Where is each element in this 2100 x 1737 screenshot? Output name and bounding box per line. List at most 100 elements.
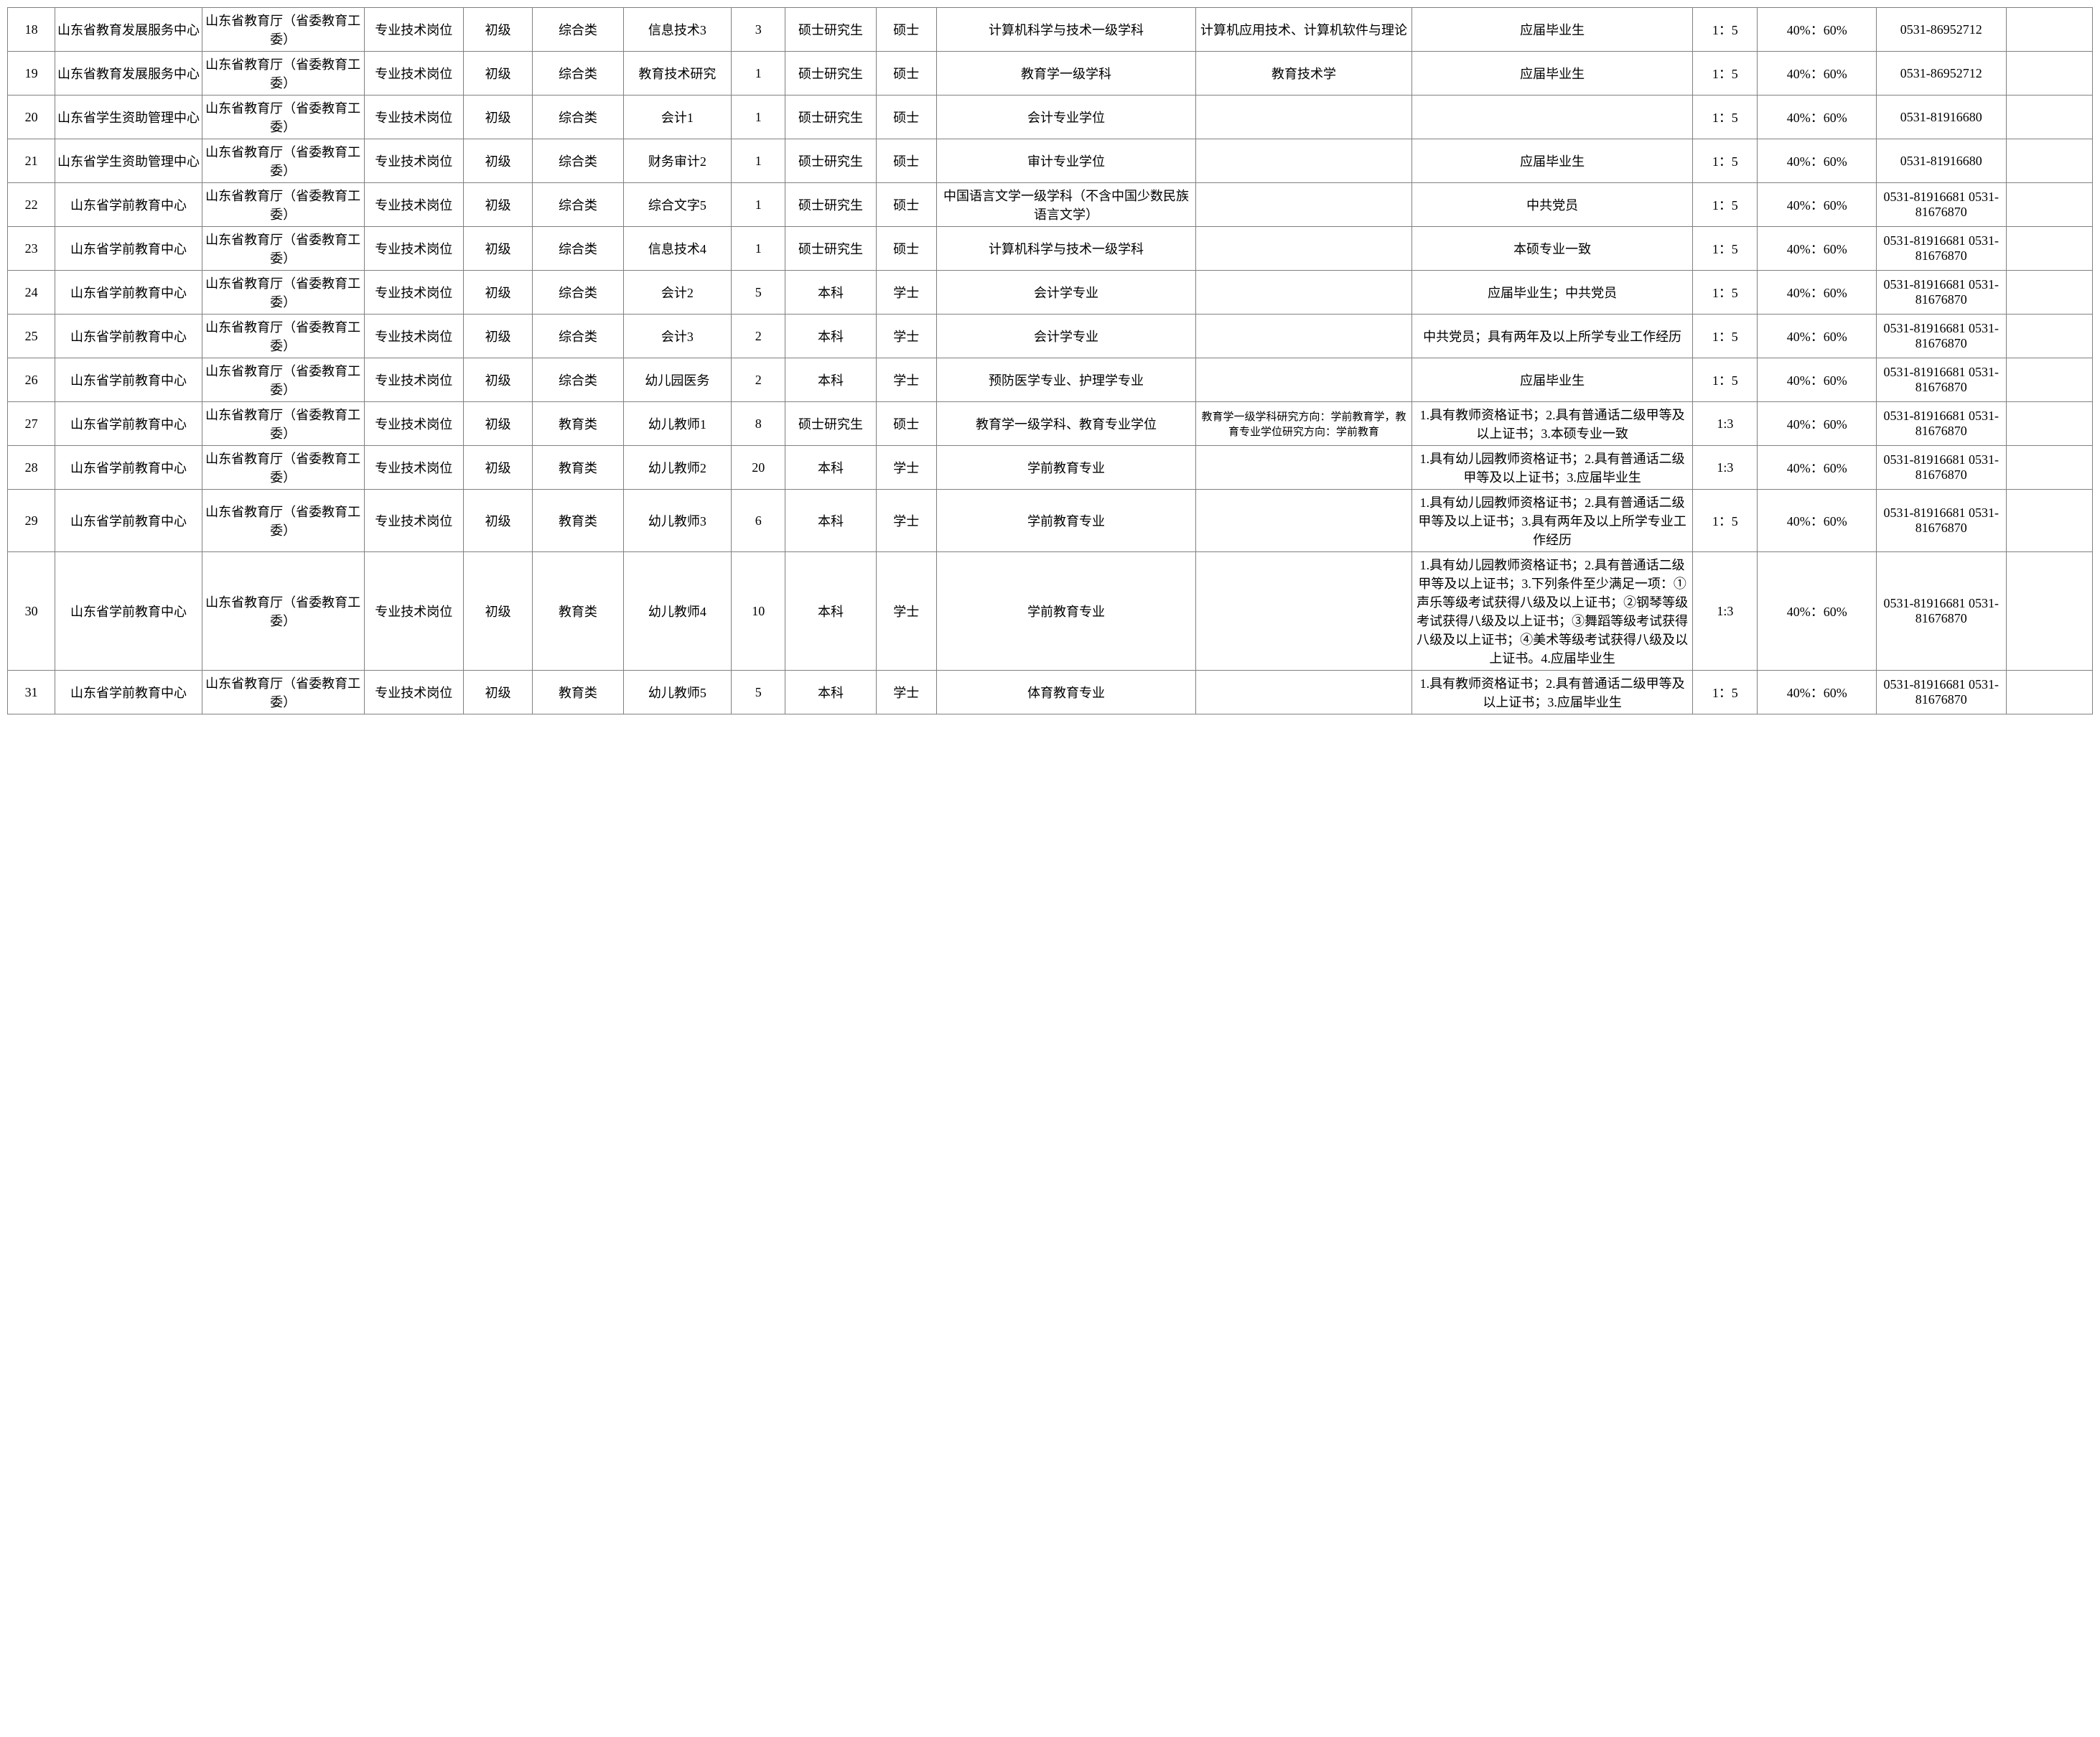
- cell-unit: 山东省学生资助管理中心: [55, 96, 202, 139]
- cell-other: 应届毕业生: [1411, 8, 1692, 52]
- cell-other: 中共党员: [1411, 183, 1692, 227]
- cell-ratio: 1：5: [1693, 52, 1758, 96]
- cell-dept: 山东省教育厅（省委教育工委）: [202, 446, 364, 490]
- cell-category: 综合类: [533, 271, 623, 315]
- cell-category: 综合类: [533, 358, 623, 402]
- cell-postName: 幼儿教师1: [623, 402, 731, 446]
- cell-idx: 25: [8, 315, 55, 358]
- cell-weights: 40%：60%: [1758, 183, 1877, 227]
- cell-idx: 30: [8, 552, 55, 671]
- cell-degree: 学士: [876, 552, 936, 671]
- cell-degree: 学士: [876, 490, 936, 552]
- cell-count: 5: [732, 671, 785, 714]
- cell-direction: 教育技术学: [1196, 52, 1412, 96]
- cell-other: 应届毕业生: [1411, 139, 1692, 183]
- cell-level: 初级: [463, 446, 532, 490]
- cell-degree: 学士: [876, 671, 936, 714]
- cell-weights: 40%：60%: [1758, 271, 1877, 315]
- cell-count: 2: [732, 315, 785, 358]
- cell-note: [2006, 402, 2092, 446]
- cell-unit: 山东省学前教育中心: [55, 402, 202, 446]
- cell-count: 8: [732, 402, 785, 446]
- cell-dept: 山东省教育厅（省委教育工委）: [202, 96, 364, 139]
- cell-postType: 专业技术岗位: [364, 402, 463, 446]
- cell-postType: 专业技术岗位: [364, 52, 463, 96]
- cell-edu: 本科: [785, 358, 876, 402]
- cell-direction: [1196, 227, 1412, 271]
- cell-major: 体育教育专业: [936, 671, 1195, 714]
- cell-postType: 专业技术岗位: [364, 446, 463, 490]
- cell-ratio: 1:3: [1693, 446, 1758, 490]
- cell-edu: 硕士研究生: [785, 96, 876, 139]
- cell-degree: 学士: [876, 446, 936, 490]
- recruitment-table: 18山东省教育发展服务中心山东省教育厅（省委教育工委）专业技术岗位初级综合类信息…: [7, 7, 2093, 714]
- cell-ratio: 1：5: [1693, 315, 1758, 358]
- cell-category: 综合类: [533, 52, 623, 96]
- cell-other: 1.具有幼儿园教师资格证书；2.具有普通话二级甲等及以上证书；3.下列条件至少满…: [1411, 552, 1692, 671]
- cell-weights: 40%：60%: [1758, 52, 1877, 96]
- cell-note: [2006, 139, 2092, 183]
- cell-category: 综合类: [533, 227, 623, 271]
- table-row: 29山东省学前教育中心山东省教育厅（省委教育工委）专业技术岗位初级教育类幼儿教师…: [8, 490, 2093, 552]
- cell-phone: 0531-86952712: [1876, 8, 2006, 52]
- cell-idx: 21: [8, 139, 55, 183]
- cell-note: [2006, 8, 2092, 52]
- cell-direction: [1196, 271, 1412, 315]
- cell-degree: 硕士: [876, 96, 936, 139]
- cell-unit: 山东省学前教育中心: [55, 552, 202, 671]
- cell-postType: 专业技术岗位: [364, 315, 463, 358]
- cell-count: 5: [732, 271, 785, 315]
- cell-note: [2006, 552, 2092, 671]
- table-row: 30山东省学前教育中心山东省教育厅（省委教育工委）专业技术岗位初级教育类幼儿教师…: [8, 552, 2093, 671]
- cell-level: 初级: [463, 358, 532, 402]
- cell-level: 初级: [463, 8, 532, 52]
- cell-count: 6: [732, 490, 785, 552]
- cell-idx: 29: [8, 490, 55, 552]
- cell-major: 计算机科学与技术一级学科: [936, 8, 1195, 52]
- cell-phone: 0531-81916681 0531-81676870: [1876, 271, 2006, 315]
- cell-other: 1.具有教师资格证书；2.具有普通话二级甲等及以上证书；3.应届毕业生: [1411, 671, 1692, 714]
- cell-weights: 40%：60%: [1758, 358, 1877, 402]
- cell-postName: 教育技术研究: [623, 52, 731, 96]
- cell-phone: 0531-81916681 0531-81676870: [1876, 227, 2006, 271]
- cell-note: [2006, 227, 2092, 271]
- cell-degree: 学士: [876, 271, 936, 315]
- cell-major: 学前教育专业: [936, 490, 1195, 552]
- cell-count: 1: [732, 96, 785, 139]
- cell-category: 教育类: [533, 446, 623, 490]
- cell-ratio: 1：5: [1693, 8, 1758, 52]
- cell-major: 学前教育专业: [936, 552, 1195, 671]
- cell-postType: 专业技术岗位: [364, 183, 463, 227]
- cell-postType: 专业技术岗位: [364, 227, 463, 271]
- cell-level: 初级: [463, 315, 532, 358]
- cell-level: 初级: [463, 552, 532, 671]
- cell-other: 应届毕业生: [1411, 52, 1692, 96]
- cell-weights: 40%：60%: [1758, 96, 1877, 139]
- cell-ratio: 1：5: [1693, 490, 1758, 552]
- cell-unit: 山东省学前教育中心: [55, 271, 202, 315]
- table-row: 21山东省学生资助管理中心山东省教育厅（省委教育工委）专业技术岗位初级综合类财务…: [8, 139, 2093, 183]
- cell-phone: 0531-81916681 0531-81676870: [1876, 671, 2006, 714]
- cell-weights: 40%：60%: [1758, 139, 1877, 183]
- cell-major: 教育学一级学科: [936, 52, 1195, 96]
- cell-edu: 本科: [785, 271, 876, 315]
- cell-direction: 计算机应用技术、计算机软件与理论: [1196, 8, 1412, 52]
- cell-edu: 硕士研究生: [785, 402, 876, 446]
- cell-level: 初级: [463, 227, 532, 271]
- cell-other: [1411, 96, 1692, 139]
- cell-category: 教育类: [533, 490, 623, 552]
- cell-major: 教育学一级学科、教育专业学位: [936, 402, 1195, 446]
- cell-note: [2006, 671, 2092, 714]
- cell-dept: 山东省教育厅（省委教育工委）: [202, 315, 364, 358]
- cell-idx: 20: [8, 96, 55, 139]
- cell-direction: [1196, 315, 1412, 358]
- cell-degree: 学士: [876, 315, 936, 358]
- cell-category: 综合类: [533, 8, 623, 52]
- cell-weights: 40%：60%: [1758, 552, 1877, 671]
- cell-note: [2006, 52, 2092, 96]
- cell-note: [2006, 315, 2092, 358]
- cell-edu: 本科: [785, 671, 876, 714]
- cell-dept: 山东省教育厅（省委教育工委）: [202, 52, 364, 96]
- cell-phone: 0531-81916681 0531-81676870: [1876, 358, 2006, 402]
- cell-postType: 专业技术岗位: [364, 96, 463, 139]
